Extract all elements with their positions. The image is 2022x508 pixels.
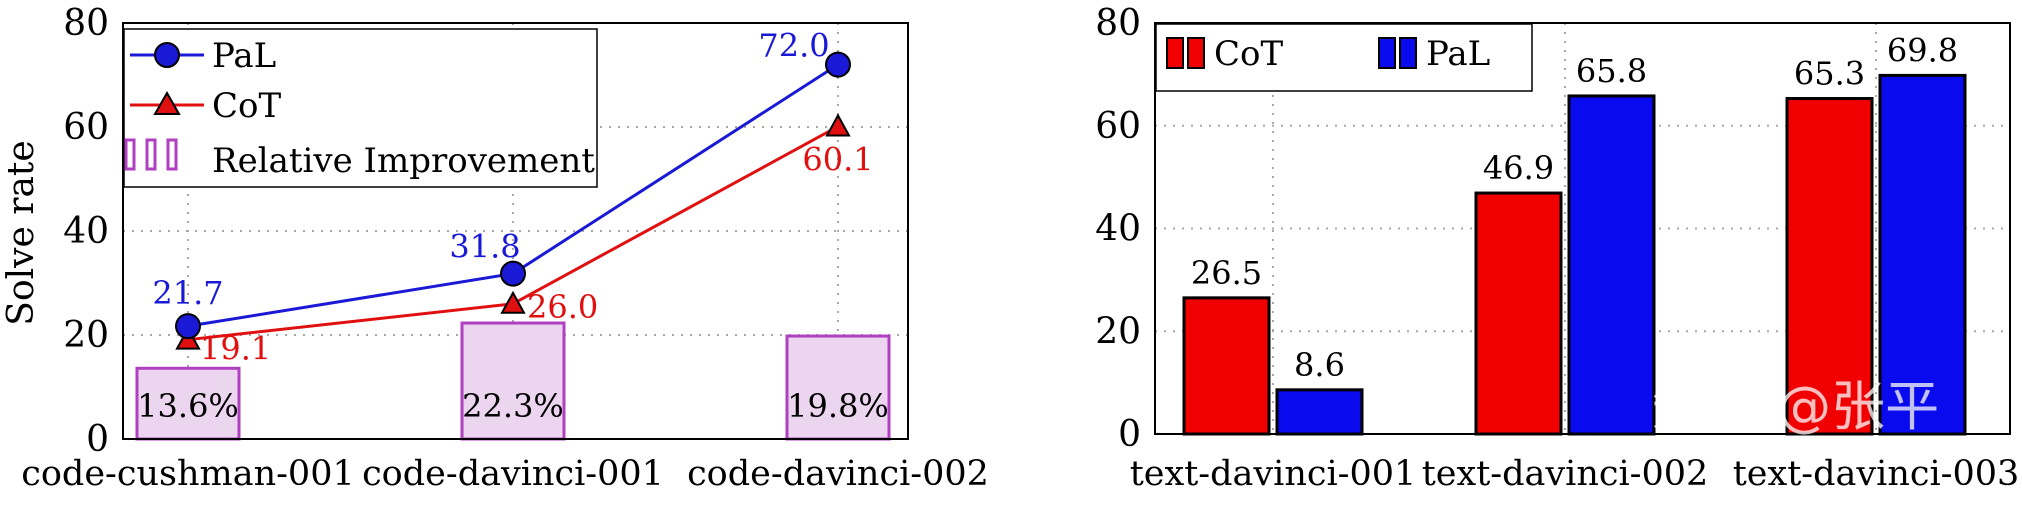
legend-cot-swatch-a	[1166, 37, 1184, 69]
left-y-axis-label: Solve rate	[1, 140, 42, 325]
left-x-tick-0: code-cushman-001	[21, 454, 355, 494]
legend-entry-improvement: Relative Improvement	[124, 138, 595, 181]
legend-cot-label: CoT	[212, 86, 281, 126]
pal-label-2: 72.0	[758, 27, 829, 65]
cot-bar-1	[1474, 191, 1563, 436]
right-x-tick-1: text-davinci-002	[1422, 454, 1709, 494]
left-y-tick-3: 60	[63, 107, 109, 148]
left-y-tick-0: 0	[86, 419, 109, 460]
left-legend: PaL CoT Relative Improvement	[123, 28, 598, 188]
line-chart-code-models: 13.6% 22.3% 19.8% 21.7 31.8 72.0 19.1 26.0 60.1…	[1, 3, 989, 494]
right-legend: CoT PaL	[1155, 23, 1533, 92]
right-y-tick-2: 40	[1095, 209, 1141, 250]
legend-improvement-swatch-b	[145, 138, 157, 171]
pal-label-1: 31.8	[449, 228, 520, 266]
right-y-tick-3: 60	[1095, 106, 1141, 147]
left-y-tick-4: 80	[63, 3, 109, 44]
pal-bar-label-1: 65.8	[1576, 52, 1647, 90]
cot-point-1	[500, 290, 526, 314]
right-plot-frame	[1154, 22, 2011, 435]
watermark: 知乎 @张平	[1652, 375, 1939, 438]
cot-bar-2	[1785, 97, 1874, 436]
right-y-tick-labels: 0 20 40 60 80	[1095, 3, 1141, 455]
legend-pal-marker	[154, 42, 180, 68]
left-x-tick-labels: code-cushman-001 code-davinci-001 code-dav…	[21, 454, 989, 494]
legend-cot-bar-label: CoT	[1214, 34, 1283, 74]
cot-label-0: 19.1	[200, 330, 271, 368]
pal-bar-label-2: 69.8	[1887, 31, 1958, 69]
cot-point-2	[825, 113, 851, 137]
left-x-tick-1: code-davinci-001	[362, 454, 664, 494]
cot-bar-label-1: 46.9	[1483, 149, 1554, 187]
cot-bar-label-2: 65.3	[1794, 55, 1865, 93]
right-legend-box	[1155, 23, 1533, 92]
legend-entry-pal-bar: PaL	[1378, 34, 1490, 74]
pal-label-0: 21.7	[152, 274, 223, 312]
legend-cot-marker	[153, 90, 181, 115]
improvement-bar-2	[785, 334, 891, 441]
legend-improvement-swatch-a	[124, 138, 136, 171]
pal-bar-1	[1567, 94, 1656, 436]
right-x-tick-0: text-davinci-001	[1130, 454, 1417, 494]
cot-bar-label-0: 26.5	[1191, 254, 1262, 292]
pal-bar-2	[1878, 73, 1967, 436]
legend-pal-swatch-b	[1399, 37, 1417, 69]
left-y-tick-1: 20	[63, 315, 109, 356]
pal-point-2	[825, 51, 851, 78]
improvement-label-2: 19.8%	[787, 387, 889, 425]
pal-bar-0	[1275, 388, 1364, 436]
cot-label-1: 26.0	[527, 288, 598, 326]
legend-entry-cot-bar: CoT	[1166, 34, 1283, 74]
right-y-tick-0: 0	[1118, 414, 1141, 455]
legend-improvement-label: Relative Improvement	[212, 141, 595, 181]
pal-point-1	[500, 260, 526, 287]
right-x-tick-labels: text-davinci-001 text-davinci-002 text-dav…	[1130, 454, 2020, 494]
bar-chart-text-models: 26.5 46.9 65.3 8.6 65.8 69.8 0 20 40 60 80 text-d…	[1095, 3, 2019, 494]
legend-cot-swatch-b	[1187, 37, 1205, 69]
right-y-tick-1: 20	[1095, 311, 1141, 352]
legend-entry-cot: CoT	[130, 86, 281, 126]
cot-bar-0	[1182, 296, 1271, 436]
line-series: 21.7 31.8 72.0 19.1 26.0 60.1	[152, 27, 873, 368]
pal-bar-label-0: 8.6	[1294, 346, 1345, 384]
left-y-tick-labels: 0 20 40 60 80	[63, 3, 109, 460]
left-plot-frame	[122, 22, 909, 440]
left-y-tick-2: 40	[63, 211, 109, 252]
legend-pal-label: PaL	[212, 36, 276, 76]
bar-series: 26.5 46.9 65.3 8.6 65.8 69.8	[1182, 31, 1967, 436]
right-x-tick-2: text-davinci-003	[1733, 454, 2020, 494]
legend-improvement-swatch-c	[166, 138, 178, 171]
legend-pal-swatch-a	[1378, 37, 1396, 69]
left-grid	[123, 23, 908, 439]
improvement-label-1: 22.3%	[462, 387, 564, 425]
right-y-tick-4: 80	[1095, 3, 1141, 44]
improvement-label-0: 13.6%	[137, 387, 239, 425]
legend-pal-bar-label: PaL	[1426, 34, 1490, 74]
left-x-tick-2: code-davinci-002	[687, 454, 989, 494]
cot-label-2: 60.1	[802, 140, 873, 178]
pal-point-0	[175, 313, 201, 340]
legend-entry-pal: PaL	[130, 36, 276, 76]
